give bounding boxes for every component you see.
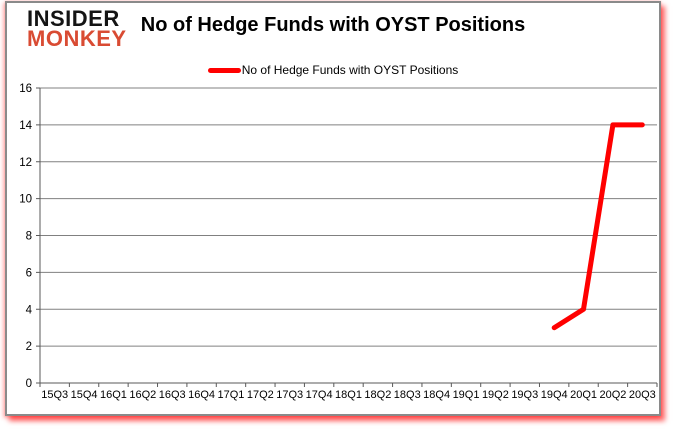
legend-label: No of Hedge Funds with OYST Positions: [241, 63, 459, 77]
svg-text:10: 10: [19, 194, 32, 206]
svg-text:6: 6: [26, 267, 32, 279]
svg-text:17Q2: 17Q2: [247, 389, 274, 401]
svg-text:4: 4: [26, 304, 33, 316]
svg-text:18Q4: 18Q4: [423, 389, 450, 401]
chart-title: No of Hedge Funds with OYST Positions: [140, 14, 526, 36]
svg-text:18Q3: 18Q3: [394, 389, 421, 401]
svg-text:20Q2: 20Q2: [599, 389, 626, 401]
svg-text:2: 2: [26, 341, 32, 353]
svg-text:16Q2: 16Q2: [129, 389, 156, 401]
svg-text:8: 8: [26, 231, 32, 243]
logo-word-monkey: MONKEY: [27, 26, 127, 52]
logo-word-insider: INSIDER: [27, 6, 120, 31]
chart-card: INSIDER MONKEY No of Hedge Funds with OY…: [5, 1, 661, 416]
svg-text:18Q1: 18Q1: [335, 389, 362, 401]
svg-text:15Q3: 15Q3: [41, 389, 68, 401]
svg-text:16: 16: [19, 83, 32, 95]
chart-legend: No of Hedge Funds with OYST Positions: [7, 63, 659, 77]
svg-text:17Q4: 17Q4: [306, 389, 333, 401]
insider-monkey-logo: INSIDER MONKEY: [27, 6, 127, 52]
svg-text:19Q3: 19Q3: [511, 389, 538, 401]
svg-text:20Q3: 20Q3: [629, 389, 656, 401]
svg-text:15Q4: 15Q4: [71, 389, 98, 401]
svg-text:16Q1: 16Q1: [100, 389, 127, 401]
svg-text:20Q1: 20Q1: [570, 389, 597, 401]
svg-text:17Q1: 17Q1: [218, 389, 245, 401]
svg-text:19Q4: 19Q4: [541, 389, 568, 401]
svg-text:18Q2: 18Q2: [364, 389, 391, 401]
svg-text:17Q3: 17Q3: [276, 389, 303, 401]
svg-text:14: 14: [19, 120, 32, 132]
svg-text:12: 12: [19, 157, 32, 169]
legend-line-swatch: [207, 67, 241, 73]
svg-text:19Q1: 19Q1: [453, 389, 480, 401]
svg-text:19Q2: 19Q2: [482, 389, 509, 401]
svg-text:16Q4: 16Q4: [188, 389, 215, 401]
svg-text:0: 0: [26, 378, 32, 390]
svg-text:16Q3: 16Q3: [159, 389, 186, 401]
